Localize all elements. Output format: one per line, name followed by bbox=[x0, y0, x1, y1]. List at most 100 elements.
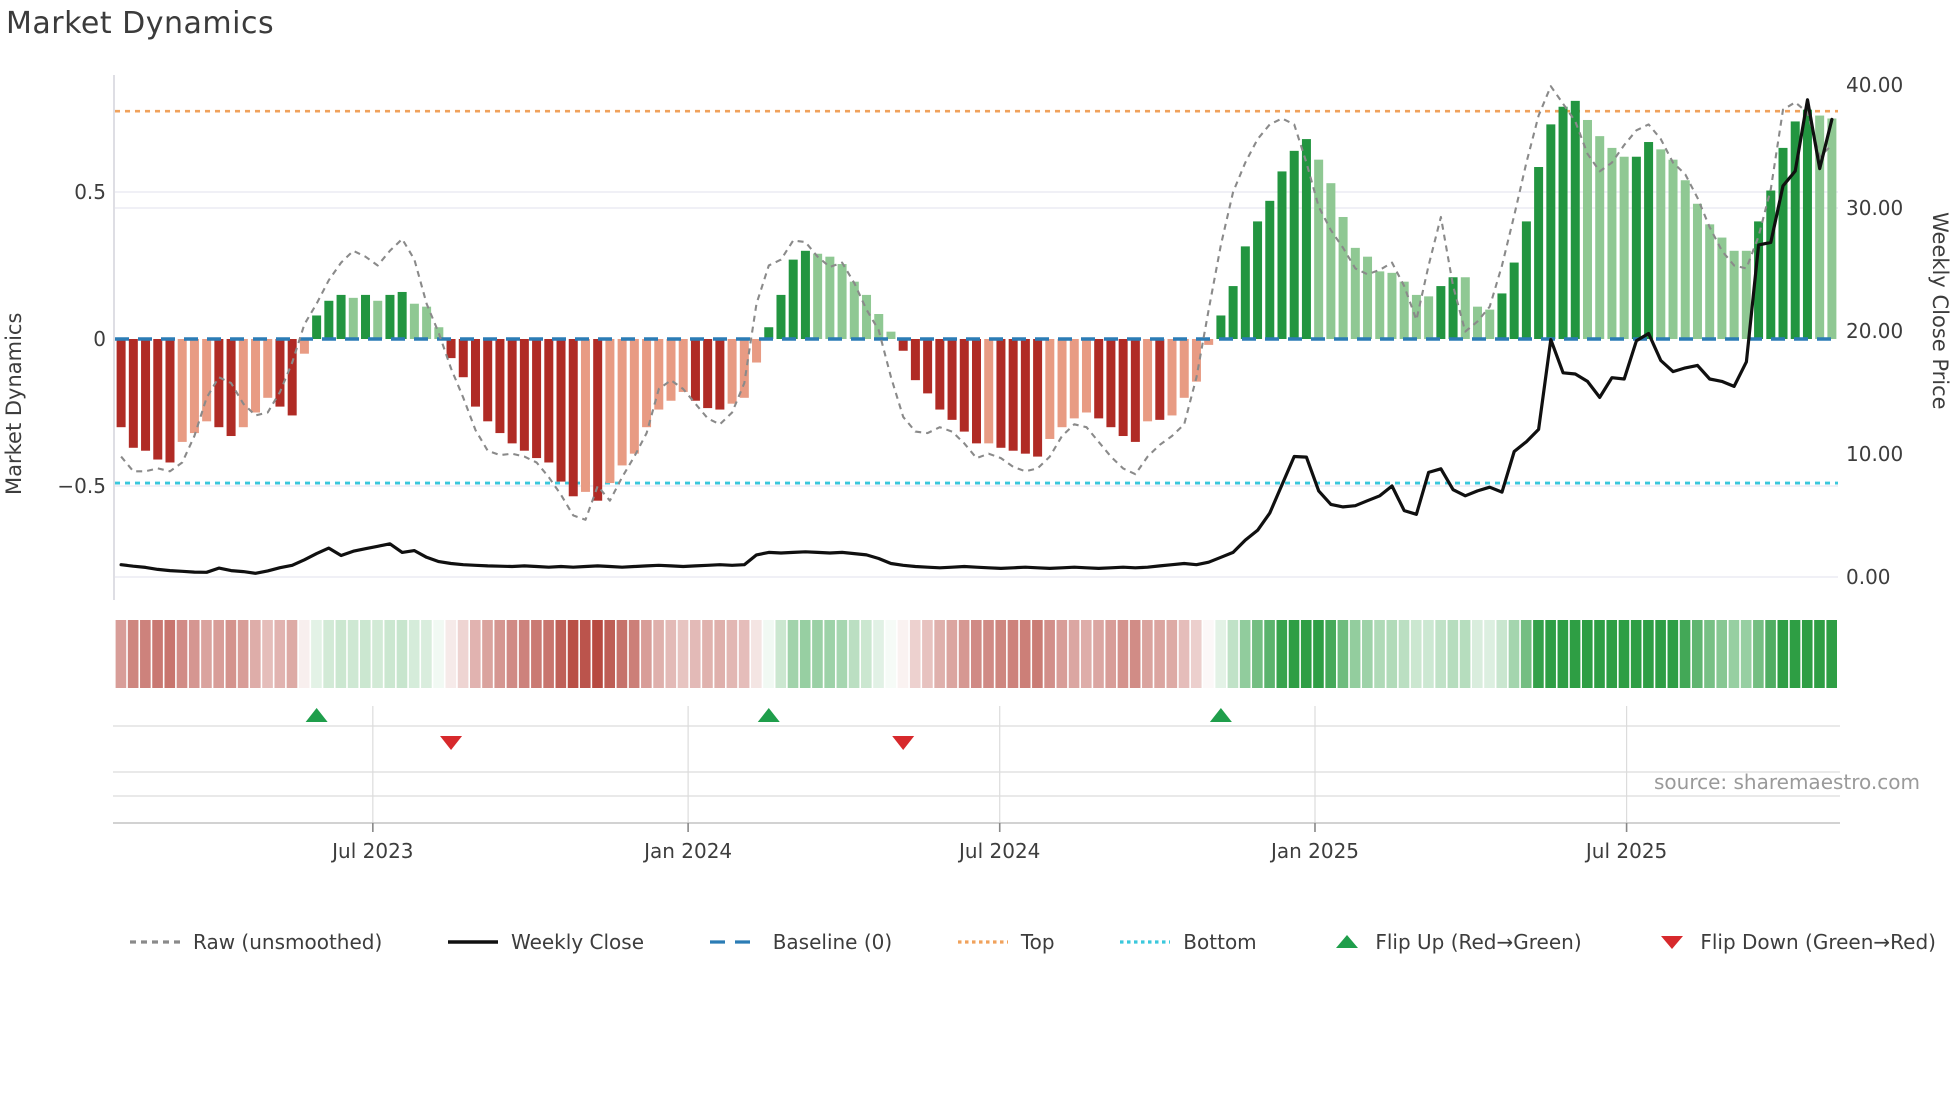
heatmap-cell bbox=[445, 620, 457, 688]
heatmap-cell bbox=[787, 620, 799, 688]
legend-swatch-flip-up-icon bbox=[1336, 935, 1359, 948]
heatmap-cell bbox=[1520, 620, 1532, 688]
heatmap-cell bbox=[1618, 620, 1630, 688]
x-axis-tick-label: Jul 2025 bbox=[1584, 839, 1667, 863]
heatmap-cell bbox=[677, 620, 689, 688]
heatmap-cell bbox=[1300, 620, 1312, 688]
dynamics-bar bbox=[361, 294, 371, 339]
dynamics-bar bbox=[1460, 277, 1470, 339]
dynamics-bar bbox=[1399, 281, 1409, 339]
dynamics-bar bbox=[1033, 339, 1043, 457]
dynamics-bar bbox=[238, 339, 248, 428]
heatmap-cell bbox=[1740, 620, 1752, 688]
heatmap-cell bbox=[1203, 620, 1214, 688]
dynamics-bar bbox=[1289, 150, 1299, 339]
dynamics-bar bbox=[923, 339, 933, 394]
flip-up-marker bbox=[757, 708, 780, 722]
legend-label-baseline: Baseline (0) bbox=[772, 930, 893, 954]
left-axis-tick-label: 0 bbox=[93, 327, 106, 351]
dynamics-bar bbox=[617, 339, 627, 466]
dynamics-bar bbox=[1363, 256, 1373, 339]
heatmap-cell bbox=[1337, 620, 1349, 688]
dynamics-bar bbox=[1607, 147, 1617, 339]
dynamics-bar bbox=[1008, 339, 1018, 451]
legend-item-baseline: Baseline (0) bbox=[708, 930, 892, 954]
dynamics-bar bbox=[678, 339, 688, 392]
dynamics-bar bbox=[397, 291, 407, 339]
dynamics-bar bbox=[972, 339, 981, 444]
dynamics-bar bbox=[434, 327, 444, 339]
heatmap-cell bbox=[1288, 620, 1300, 688]
dynamics-bar bbox=[189, 339, 199, 434]
legend-label-top: Top bbox=[1020, 930, 1055, 954]
dynamics-bar bbox=[837, 264, 847, 339]
dynamics-bar bbox=[764, 327, 774, 339]
heatmap-cell bbox=[946, 620, 958, 688]
heatmap-cell bbox=[1166, 620, 1178, 688]
dynamics-bar bbox=[1204, 339, 1214, 345]
heatmap-cell bbox=[1227, 620, 1239, 688]
dynamics-bar bbox=[703, 339, 713, 409]
dynamics-bar bbox=[654, 339, 664, 410]
heatmap-cell bbox=[1679, 620, 1691, 688]
dynamics-bar bbox=[1143, 339, 1153, 422]
heatmap-cell bbox=[970, 620, 982, 688]
legend-label-weekly-close: Weekly Close bbox=[510, 930, 644, 954]
dynamics-bar bbox=[483, 339, 493, 422]
heatmap-cell bbox=[763, 620, 774, 688]
dynamics-bar bbox=[1265, 200, 1275, 339]
heatmap-cell bbox=[1765, 620, 1776, 688]
heatmap-cell bbox=[1643, 620, 1654, 688]
dynamics-bar bbox=[849, 281, 859, 339]
heatmap-cell bbox=[824, 620, 835, 688]
heatmap-cell bbox=[726, 620, 738, 688]
dynamics-bar bbox=[1045, 339, 1055, 439]
dynamics-bar bbox=[947, 339, 957, 420]
heatmap-cell bbox=[531, 620, 542, 688]
dynamics-bar bbox=[690, 339, 700, 401]
dynamics-bar bbox=[1644, 142, 1654, 339]
heatmap-cell bbox=[958, 620, 970, 688]
heatmap-cell bbox=[738, 620, 750, 688]
heatmap-cell bbox=[237, 620, 249, 688]
legend-swatch-baseline bbox=[709, 940, 760, 944]
heatmap-cell bbox=[457, 620, 469, 688]
heatmap-cell bbox=[579, 620, 591, 688]
heatmap-cell bbox=[812, 620, 823, 688]
heatmap-cell bbox=[433, 620, 444, 688]
dynamics-bar bbox=[1656, 149, 1666, 339]
heatmap-cell bbox=[1349, 620, 1361, 688]
dynamics-bar bbox=[507, 339, 517, 444]
heatmap-cell bbox=[286, 620, 298, 688]
dynamics-bar bbox=[251, 339, 261, 413]
dynamics-bar bbox=[666, 339, 676, 401]
dynamics-bar bbox=[1802, 109, 1812, 340]
dynamics-bar bbox=[593, 339, 603, 501]
dynamics-bar bbox=[727, 339, 737, 404]
heatmap-cell bbox=[421, 620, 432, 688]
dynamics-bar bbox=[1692, 203, 1702, 339]
dynamics-bar bbox=[1729, 250, 1739, 339]
heatmap-cell bbox=[152, 620, 163, 688]
dynamics-bar bbox=[1301, 139, 1311, 339]
heatmap-cell bbox=[885, 620, 897, 688]
legend-item-top: Top bbox=[956, 930, 1055, 954]
heatmap-cell bbox=[1655, 620, 1666, 688]
heatmap-cell bbox=[836, 620, 848, 688]
heatmap-cell bbox=[555, 620, 567, 688]
x-axis-tick-label: Jan 2025 bbox=[1269, 839, 1359, 863]
dynamics-bar bbox=[1094, 339, 1104, 419]
heatmap-cell bbox=[494, 620, 506, 688]
heatmap-cell bbox=[298, 620, 310, 688]
dynamics-bar bbox=[739, 339, 749, 398]
dynamics-bar bbox=[874, 314, 884, 339]
dynamics-bar bbox=[642, 339, 652, 428]
heatmap-cell bbox=[1789, 620, 1801, 688]
heatmap-cell bbox=[1716, 620, 1728, 688]
heatmap-cell bbox=[1325, 620, 1336, 688]
heatmap-cell bbox=[897, 620, 909, 688]
dynamics-bar bbox=[1534, 167, 1544, 339]
dynamics-bar bbox=[996, 339, 1006, 448]
legend-swatch-flip-down-icon bbox=[1661, 936, 1684, 949]
heatmap-cell bbox=[1594, 620, 1605, 688]
